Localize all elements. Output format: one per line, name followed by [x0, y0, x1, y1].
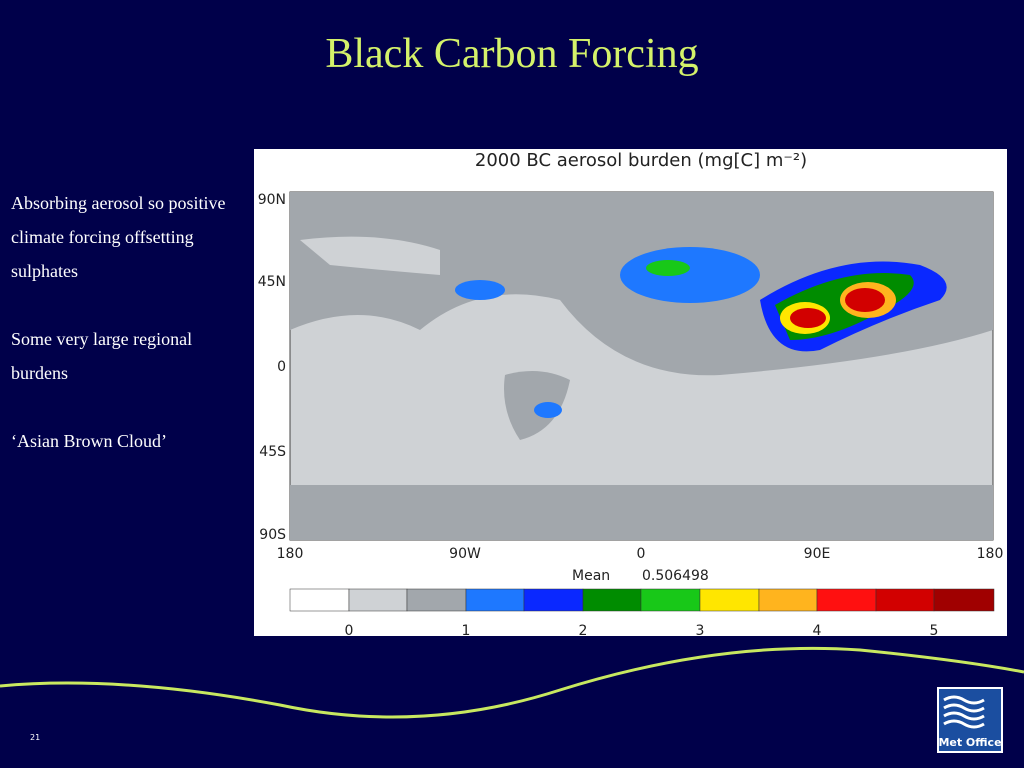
region — [620, 247, 760, 303]
region — [790, 308, 826, 328]
bullet: Absorbing aerosol so positive climate fo… — [11, 193, 226, 281]
lat-label: 90S — [259, 527, 286, 543]
bullet: Some very large regional burdens — [11, 329, 193, 383]
colorbar-segment — [758, 588, 818, 612]
lat-label: 90N — [258, 192, 286, 208]
region — [300, 236, 440, 275]
colorbar-segment — [465, 588, 525, 612]
region — [534, 402, 562, 418]
region — [845, 288, 885, 312]
lat-label: 45S — [259, 444, 286, 460]
colorbar-segment — [875, 588, 935, 612]
map — [289, 191, 994, 541]
colorbar-label: 3 — [696, 623, 705, 639]
slide-number: 21 — [30, 733, 40, 742]
colorbar-segment — [699, 588, 760, 612]
colorbar-segment — [289, 588, 350, 612]
bullet: ‘Asian Brown Cloud’ — [11, 431, 167, 451]
lat-label: 0 — [277, 359, 286, 375]
colorbar-label: 4 — [813, 623, 822, 639]
mean-value: 0.506498 — [642, 568, 709, 584]
colorbar-segment — [348, 588, 408, 612]
colorbar — [289, 588, 995, 612]
colorbar-segment — [640, 588, 701, 612]
colorbar-label: 0 — [345, 623, 354, 639]
mean-label: Mean — [572, 568, 610, 584]
colorbar-segment — [523, 588, 584, 612]
decorative-wave — [0, 646, 1024, 719]
lon-label: 180 — [977, 546, 1004, 562]
colorbar-segment — [933, 588, 995, 612]
lon-label: 180 — [277, 546, 304, 562]
colorbar-label: 2 — [579, 623, 588, 639]
figure-title: 2000 BC aerosol burden (mg[C] m⁻²) — [475, 150, 807, 171]
lon-label: 90W — [449, 546, 481, 562]
region — [455, 280, 505, 300]
logo-text: Met Office — [938, 736, 1001, 749]
slide-title: Black Carbon Forcing — [325, 31, 699, 77]
region — [290, 485, 993, 540]
colorbar-segment — [816, 588, 877, 612]
colorbar-label: 5 — [930, 623, 939, 639]
logo: Met Office — [937, 687, 1003, 753]
lon-label: 0 — [637, 546, 646, 562]
colorbar-segment — [406, 588, 467, 612]
colorbar-label: 1 — [462, 623, 471, 639]
region — [646, 260, 690, 276]
colorbar-segment — [582, 588, 642, 612]
lat-label: 45N — [258, 274, 286, 290]
logo-waves — [943, 695, 985, 729]
lon-label: 90E — [804, 546, 831, 562]
